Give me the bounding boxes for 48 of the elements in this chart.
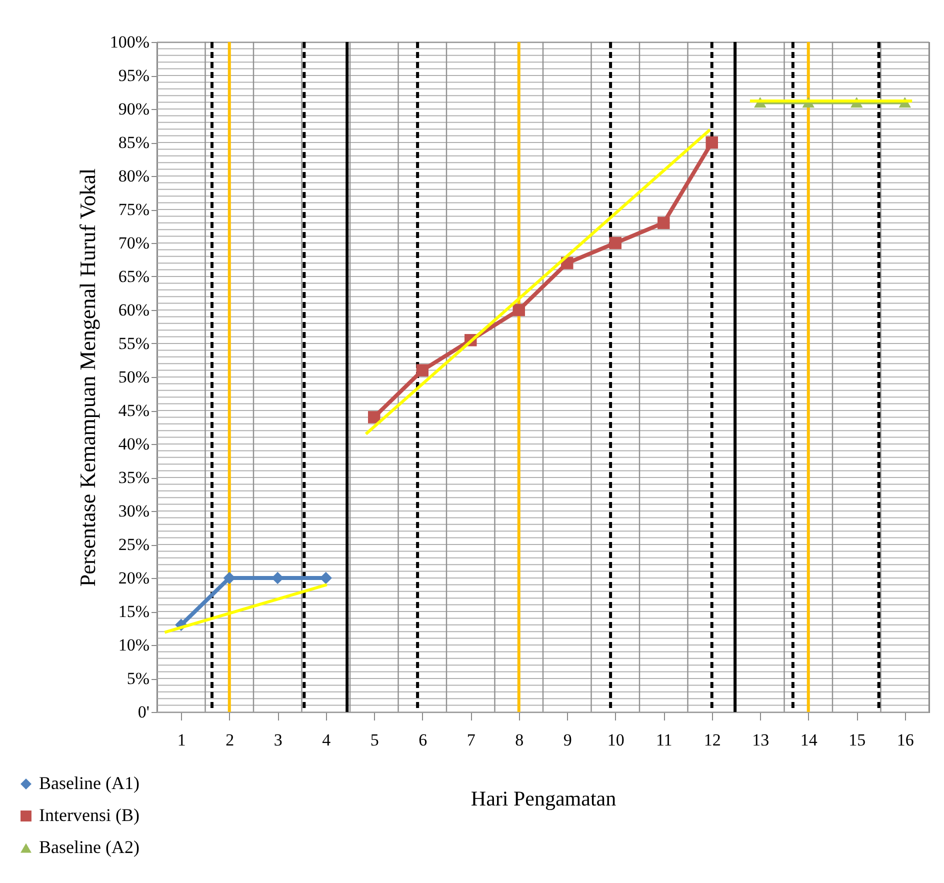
y-tick-label: 25% [118, 535, 150, 554]
y-tick-label: 0' [138, 702, 150, 722]
y-tick-label: 75% [118, 200, 150, 219]
x-tick-label: 8 [515, 730, 524, 750]
point [512, 304, 525, 316]
y-tick-label: 40% [118, 434, 150, 454]
legend-label: Baseline (A2) [39, 837, 140, 857]
point [658, 216, 670, 230]
y-tick-label: 95% [118, 66, 150, 85]
legend-label: Intervensi (B) [39, 805, 140, 825]
x-tick-label: 1 [177, 730, 186, 750]
x-tick-label: 12 [704, 730, 721, 750]
y-axis-title: Persentase Kemampuan Mengenal Huruf Vokal [74, 168, 100, 587]
x-tick-label: 13 [752, 730, 770, 750]
x-tick-label: 6 [418, 730, 428, 750]
y-tick-label: 70% [118, 234, 150, 252]
legend-label: Baseline (A1) [39, 773, 140, 793]
y-tick-label: 35% [118, 468, 150, 487]
point [416, 364, 428, 376]
y-tick-label: 10% [118, 636, 150, 654]
y-tick-label: 45% [118, 401, 150, 420]
x-tick-label: 16 [896, 730, 914, 750]
y-tick-label: 65% [118, 267, 150, 286]
y-tick-label: 55% [118, 334, 150, 353]
y-tick-label: 5% [126, 669, 150, 688]
x-tick-label: 2 [226, 730, 234, 750]
x-tick-label: 14 [800, 730, 818, 750]
point [609, 236, 622, 250]
y-tick-label: 30% [118, 502, 150, 520]
y-tick-label: 80% [118, 166, 150, 186]
y-tick-label: 50% [118, 368, 150, 386]
x-tick-label: 9 [563, 730, 572, 750]
x-tick-label: 15 [848, 730, 866, 750]
x-tick-label: 7 [466, 730, 476, 750]
point [368, 411, 380, 424]
x-tick-label: 10 [607, 730, 624, 750]
y-tick-label: 90% [118, 100, 150, 118]
x-axis-title: Hari Pengamatan [470, 786, 617, 810]
x-tick-label: 4 [322, 730, 332, 750]
y-tick-label: 20% [118, 568, 150, 588]
point [706, 136, 718, 149]
y-tick-label: 15% [118, 602, 150, 621]
x-tick-label: 11 [656, 730, 672, 750]
x-tick-label: 3 [274, 730, 282, 750]
x-tick-label: 5 [370, 730, 379, 750]
y-tick-label: 85% [118, 133, 150, 152]
y-tick-label: 100% [110, 32, 150, 52]
y-tick-label: 60% [118, 300, 150, 320]
